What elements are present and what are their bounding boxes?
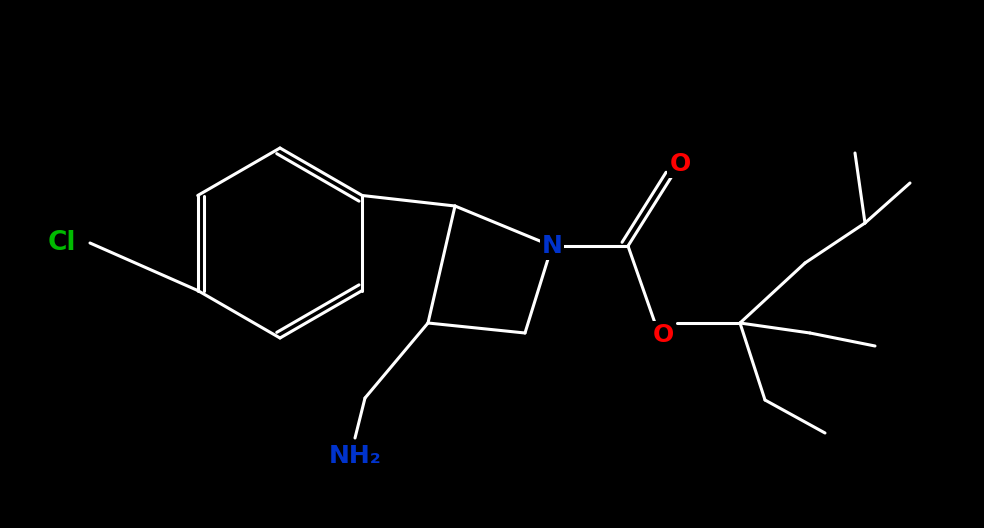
Text: O: O [669,152,691,176]
Text: Cl: Cl [48,230,76,256]
Text: N: N [541,234,563,258]
Text: NH₂: NH₂ [329,444,382,468]
Text: O: O [652,323,674,347]
